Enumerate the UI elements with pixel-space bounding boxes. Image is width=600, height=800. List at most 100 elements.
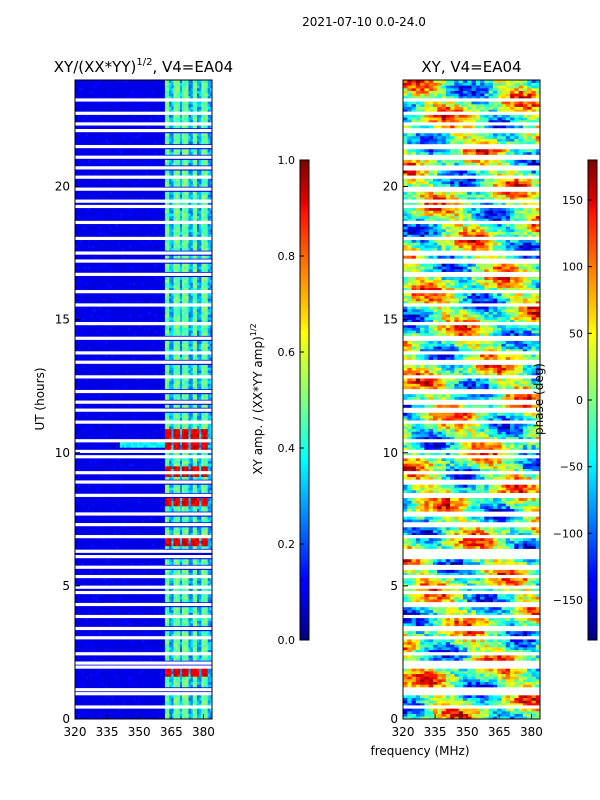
amplitude-cell (205, 162, 209, 166)
amplitude-cell (207, 633, 211, 637)
amplitude-cell (164, 540, 168, 544)
amplitude-cell (169, 242, 172, 246)
amplitude-cell (92, 596, 95, 600)
amplitude-cell (171, 412, 174, 416)
amplitude-cell (209, 711, 212, 714)
amplitude-cell (182, 596, 185, 600)
amplitude-cell (199, 466, 202, 470)
amplitude-cell (81, 346, 84, 350)
amplitude-cell (156, 679, 159, 683)
amplitude-cell (177, 314, 181, 318)
amplitude-cell (175, 447, 179, 451)
amplitude-cell (190, 412, 194, 416)
amplitude-cell (184, 213, 187, 217)
amplitude-cell (169, 695, 172, 698)
amplitude-cell (98, 569, 101, 573)
amplitude-cell (182, 684, 185, 688)
amplitude-cell (192, 162, 196, 166)
amplitude-cell (192, 508, 196, 512)
amplitude-cell (203, 516, 206, 520)
amplitude-cell (190, 354, 194, 358)
amplitude-cell (137, 159, 140, 163)
amplitude-cell (209, 436, 212, 440)
amplitude-cell (104, 684, 108, 688)
amplitude-cell (207, 412, 211, 416)
amplitude-cell (209, 671, 212, 675)
amplitude-cell (117, 711, 121, 714)
amplitude-cell (98, 173, 101, 177)
amplitude-cell (190, 540, 194, 544)
amplitude-cell (167, 223, 170, 227)
amplitude-cell (179, 593, 183, 597)
amplitude-cell (126, 197, 129, 201)
amplitude-cell (194, 173, 198, 177)
amplitude-cell (205, 324, 209, 328)
amplitude-cell (192, 378, 196, 382)
amplitude-cell (175, 460, 179, 464)
amplitude-cell (145, 617, 149, 621)
amplitude-cell (197, 266, 200, 270)
amplitude-cell (122, 372, 125, 376)
amplitude-cell (171, 394, 174, 398)
amplitude-cell (179, 316, 183, 320)
amplitude-cell (182, 285, 185, 288)
amplitude-cell (167, 348, 170, 352)
amplitude-cell (164, 519, 168, 523)
amplitude-cell (169, 287, 172, 291)
amplitude-cell (169, 269, 172, 272)
amplitude-cell (145, 308, 149, 312)
amplitude-cell (182, 540, 185, 544)
amplitude-cell (89, 673, 93, 677)
amplitude-cell (77, 117, 80, 121)
amplitude-cell (169, 319, 172, 323)
amplitude-cell (109, 213, 112, 217)
amplitude-cell (169, 207, 172, 211)
amplitude-cell (77, 444, 80, 448)
amplitude-cell (205, 631, 209, 635)
amplitude-cell (109, 623, 112, 627)
amplitude-cell (83, 468, 87, 472)
amplitude-cell (197, 633, 200, 637)
amplitude-cell (171, 138, 174, 142)
amplitude-cell (169, 223, 172, 227)
amplitude-cell (209, 679, 212, 683)
amplitude-cell (192, 295, 196, 299)
amplitude-cell (186, 247, 189, 251)
amplitude-cell (79, 282, 82, 286)
amplitude-cell (171, 151, 174, 155)
amplitude-cell (75, 641, 78, 645)
amplitude-cell (197, 269, 200, 272)
amplitude-cell (192, 239, 196, 243)
amplitude-cell (141, 647, 144, 651)
amplitude-cell (188, 183, 191, 187)
amplitude-cell (190, 383, 194, 387)
amplitude-cell (173, 458, 176, 462)
amplitude-cell (188, 444, 191, 448)
amplitude-cell (134, 332, 138, 336)
amplitude-cell (186, 229, 189, 233)
amplitude-cell (117, 159, 121, 163)
amplitude-cell (186, 569, 189, 573)
amplitude-cell (182, 543, 185, 547)
amplitude-cell (209, 308, 212, 312)
amplitude-cell (141, 577, 144, 581)
amplitude-cell (203, 668, 206, 672)
amplitude-cell (89, 287, 93, 291)
amplitude-cell (199, 215, 202, 219)
amplitude-cell (179, 308, 183, 312)
amplitude-cell (117, 210, 121, 214)
amplitude-cell (134, 423, 138, 427)
amplitude-cell (124, 210, 127, 214)
amplitude-cell (177, 681, 181, 685)
amplitude-cell (173, 649, 176, 653)
amplitude-cell (205, 716, 209, 719)
amplitude-cell (194, 487, 198, 491)
amplitude-cell (173, 138, 176, 142)
amplitude-cell (209, 133, 212, 137)
amplitude-cell (177, 117, 181, 121)
amplitude-cell (184, 170, 187, 174)
amplitude-cell (207, 138, 211, 142)
amplitude-cell (175, 279, 179, 283)
amplitude-cell (184, 340, 187, 344)
amplitude-cell (111, 354, 114, 358)
